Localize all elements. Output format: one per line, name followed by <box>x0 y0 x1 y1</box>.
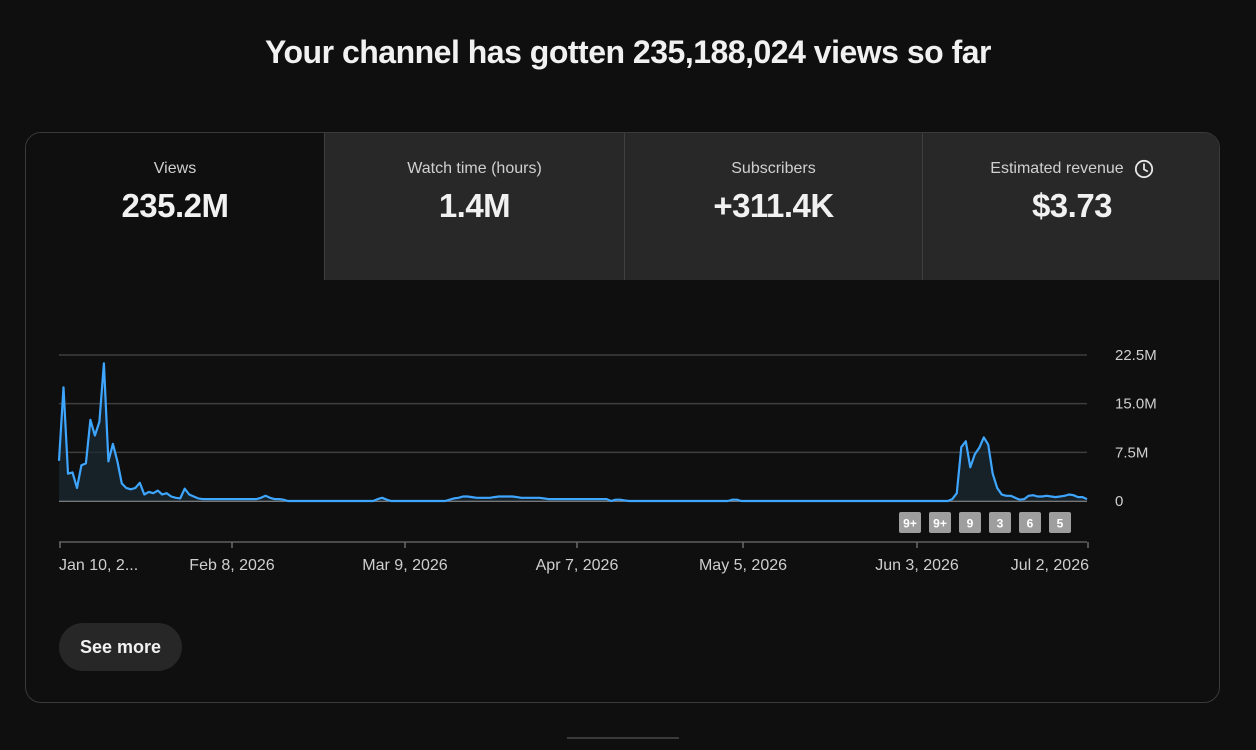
tab-views[interactable]: Views 235.2M <box>26 133 324 280</box>
analytics-card: Views 235.2M Watch time (hours) 1.4M Sub… <box>25 132 1220 703</box>
tab-watch-time[interactable]: Watch time (hours) 1.4M <box>324 133 624 280</box>
tab-revenue-value: $3.73 <box>1031 187 1113 224</box>
tab-estimated-revenue[interactable]: Estimated revenue $3.73 <box>922 133 1219 280</box>
upload-marker-label: 9 <box>967 517 974 531</box>
upload-marker <box>959 512 981 533</box>
upload-marker <box>1019 512 1041 533</box>
page-title: Your channel has gotten 235,188,024 view… <box>265 34 991 70</box>
metric-tabs: Views 235.2M Watch time (hours) 1.4M Sub… <box>26 133 1219 280</box>
tab-views-value: 235.2M <box>121 187 229 224</box>
y-tick-label: 15.0M <box>1115 396 1157 413</box>
y-tick-label: 22.5M <box>1115 347 1157 364</box>
tab-views-label: Views <box>153 160 197 177</box>
upload-marker-label: 3 <box>997 517 1004 531</box>
see-more-button[interactable]: See more <box>59 623 182 671</box>
upload-marker <box>1049 512 1071 533</box>
tab-subscribers[interactable]: Subscribers +311.4K <box>624 133 922 280</box>
x-tick-label: May 5, 2026 <box>699 557 787 574</box>
upload-marker-label: 9+ <box>933 517 947 531</box>
upload-marker <box>899 512 921 533</box>
y-tick-label: 0 <box>1115 493 1123 510</box>
upload-marker <box>989 512 1011 533</box>
bottom-divider <box>567 737 679 739</box>
upload-marker <box>929 512 951 533</box>
upload-marker-label: 9+ <box>903 517 917 531</box>
x-tick-label: Jul 2, 2026 <box>1011 557 1089 574</box>
tab-subscribers-label: Subscribers <box>731 160 816 177</box>
clock-icon[interactable] <box>1134 159 1154 179</box>
views-line-chart: 22.5M 15.0M 7.5M 0 Jan 10, 2... Feb 8, 2026 Ma… <box>57 347 1157 574</box>
tab-revenue-label: Estimated revenue <box>990 160 1124 177</box>
tab-subscribers-value: +311.4K <box>713 187 834 224</box>
series-area <box>59 363 1087 501</box>
x-tick-label: Jun 3, 2026 <box>875 557 959 574</box>
series-line <box>57 362 1088 503</box>
upload-marker-label: 5 <box>1057 517 1064 531</box>
x-tick-label: Mar 9, 2026 <box>362 557 447 574</box>
tab-watch-time-value: 1.4M <box>438 187 511 224</box>
x-tick-label: Apr 7, 2026 <box>536 557 619 574</box>
x-tick-label: Feb 8, 2026 <box>189 557 275 574</box>
y-tick-label: 7.5M <box>1115 444 1148 461</box>
upload-marker-label: 6 <box>1027 517 1034 531</box>
x-tick-label: Jan 10, 2... <box>59 557 138 574</box>
tab-watch-time-label: Watch time (hours) <box>407 160 542 177</box>
